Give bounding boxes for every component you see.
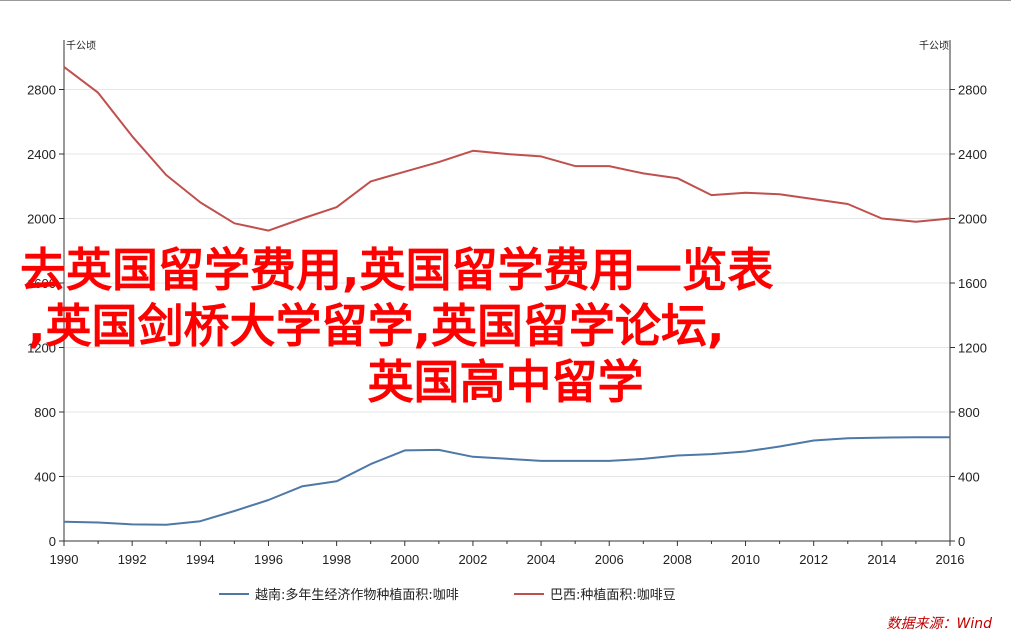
axes	[0, 0, 1011, 546]
left-y-tick-label: 1200	[27, 341, 56, 356]
left-y-tick-label: 400	[34, 470, 56, 485]
x-tick-label: 1994	[186, 552, 215, 567]
x-tick-label: 2006	[595, 552, 624, 567]
series-line-1	[63, 436, 950, 526]
right-y-tick-label: 2000	[958, 212, 987, 227]
x-tick-label: 2012	[799, 552, 828, 567]
x-tick-label: 2002	[458, 552, 487, 567]
left-y-tick-label: 2800	[27, 83, 56, 98]
x-tick-label: 1996	[254, 552, 283, 567]
right-y-tick-label: 400	[958, 470, 980, 485]
right-y-tick-label: 1200	[958, 341, 987, 356]
left-y-tick-label: 2000	[27, 212, 56, 227]
x-tick-label: 1998	[322, 552, 351, 567]
overlay-headline-2: ,英国剑桥大学留学,英国留学论坛,	[28, 299, 725, 353]
x-tick-label: 1992	[118, 552, 147, 567]
x-tick-label: 2014	[867, 552, 896, 567]
x-tick-label: 2004	[527, 552, 556, 567]
right-y-tick-label: 2800	[958, 83, 987, 98]
right-y-tick-label: 1600	[958, 276, 987, 291]
series-line-2	[63, 66, 951, 232]
x-tick-label: 2000	[390, 552, 419, 567]
right-y-tick-label: 0	[958, 534, 965, 549]
x-tick-label: 2016	[936, 552, 965, 567]
left-axis-unit: 千公顷	[66, 40, 96, 52]
left-y-tick-label: 800	[34, 405, 56, 420]
tick-labels: 0 0 400 400 800 800 1200 1200 1600 1600 2000 2000 24…	[27, 83, 987, 568]
legend-label-2: 巴西:种植面积:咖啡豆	[550, 588, 676, 603]
overlay-headline-1: 去英国留学费用,英国留学费用一览表	[20, 243, 774, 297]
series-lines	[63, 66, 951, 526]
x-tick-label: 2010	[731, 552, 760, 567]
left-y-tick-label: 2400	[27, 147, 56, 162]
right-axis-unit: 千公顷	[919, 40, 949, 52]
overlay-headline-3: 英国高中留学	[367, 355, 644, 409]
source-label: 数据来源：Wind	[887, 616, 993, 632]
right-y-tick-label: 800	[958, 405, 980, 420]
x-tick-label: 2008	[663, 552, 692, 567]
left-y-tick-label: 0	[49, 534, 56, 549]
x-tick-label: 1990	[50, 552, 79, 567]
right-y-tick-label: 2400	[958, 147, 987, 162]
legend-label-1: 越南:多年生经济作物种植面积:咖啡	[255, 587, 459, 603]
left-y-tick-label: 1600	[27, 276, 56, 291]
legend: 越南:多年生经济作物种植面积:咖啡 巴西:种植面积:咖啡豆	[219, 587, 676, 603]
